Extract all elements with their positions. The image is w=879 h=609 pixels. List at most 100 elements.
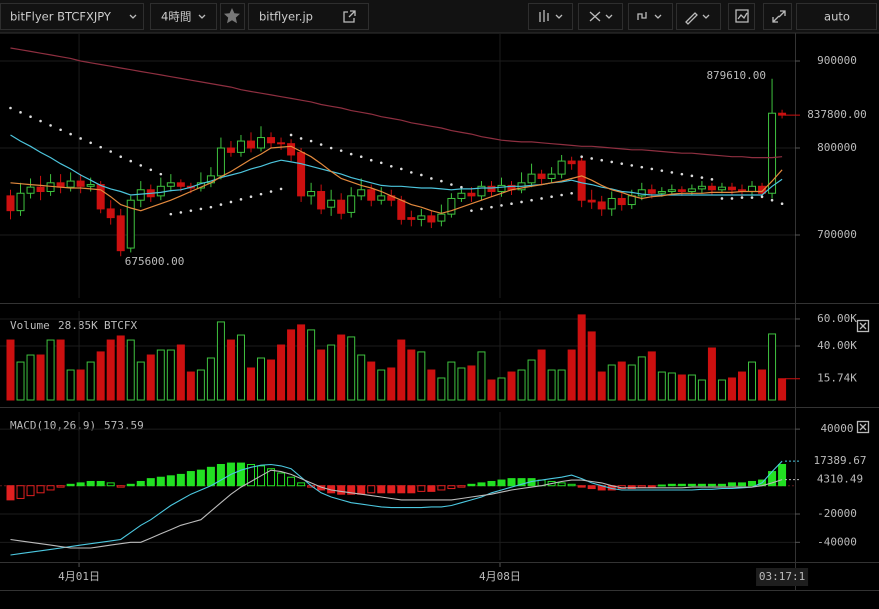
macd-histogram-bar (297, 482, 306, 487)
macd-histogram-bar (56, 485, 65, 488)
macd-legend-value: 573.59 (104, 419, 144, 432)
candle-body (26, 186, 35, 194)
macd-last-label: 4310.49 (817, 473, 863, 486)
volume-bar (176, 344, 185, 401)
sar-dot (760, 195, 764, 199)
favorite-button[interactable] (220, 3, 245, 30)
volume-bar (737, 371, 746, 401)
candle-body (347, 195, 356, 213)
candle-body (687, 188, 696, 193)
draw-button[interactable] (676, 3, 721, 30)
volume-bar (557, 369, 566, 401)
sar-dot (369, 158, 373, 162)
macd-histogram-bar (267, 468, 276, 487)
candle-body (367, 189, 376, 201)
volume-bar (317, 349, 326, 401)
scale-label[interactable]: auto (824, 10, 850, 24)
min-price-label: 675600.00 (125, 255, 185, 268)
sar-dot (720, 197, 724, 200)
y-tick-label: 900000 (817, 54, 857, 67)
macd-histogram-bar (697, 483, 706, 487)
sar-dot (470, 209, 473, 212)
sar-dot (169, 212, 173, 216)
volume-bar (507, 371, 516, 401)
moving-average (10, 145, 783, 214)
candle-body (778, 112, 787, 116)
close-macd-panel[interactable] (856, 420, 870, 434)
sar-dot (149, 168, 153, 172)
macd-histogram-bar (66, 483, 75, 487)
volume-bar (397, 339, 406, 401)
candle-body (377, 195, 386, 201)
sar-dot (450, 183, 453, 186)
interval-label[interactable]: 4時間 (161, 10, 191, 24)
volume-bar (6, 339, 15, 401)
macd-histogram-bar (136, 480, 145, 487)
candle-body (697, 185, 706, 190)
sar-dot (179, 211, 183, 214)
fullscreen-button[interactable] (763, 3, 792, 30)
sar-dot (79, 137, 82, 140)
indicator-button[interactable] (578, 3, 623, 30)
compare-button[interactable] (628, 3, 673, 30)
candle-body (407, 217, 416, 220)
macd-histogram-bar (627, 485, 636, 490)
macd-histogram-bar (497, 479, 506, 487)
compare-icon (637, 12, 662, 20)
volume-bar (647, 351, 656, 401)
macd-histogram-bar (737, 482, 746, 487)
snapshot-button[interactable] (728, 3, 755, 30)
volume-bar (257, 357, 266, 401)
volume-bar (497, 377, 506, 401)
macd-histogram-bar (76, 482, 85, 487)
macd-histogram-bar (156, 476, 165, 487)
macd-histogram-bar (687, 483, 696, 487)
volume-bar (106, 339, 115, 401)
sar-dot (159, 172, 163, 176)
sar-dot (620, 162, 624, 165)
sar-dot (259, 192, 263, 196)
volume-bar (627, 364, 636, 401)
candle-body (277, 142, 286, 145)
sar-dot (219, 203, 223, 206)
candle-body (427, 215, 436, 223)
macd-histogram-bar (36, 485, 45, 494)
sar-dot (500, 204, 503, 207)
candle-body (86, 184, 95, 187)
macd-histogram-bar (246, 463, 255, 487)
interval-button[interactable] (150, 3, 217, 30)
chart-style-button[interactable] (528, 3, 573, 30)
volume-bar (246, 367, 255, 401)
moving-average (10, 47, 783, 159)
volume-bar (697, 379, 706, 401)
candle-body (337, 199, 346, 214)
symbol-button[interactable] (0, 3, 144, 30)
volume-bar (778, 378, 787, 401)
volume-bar (226, 339, 235, 401)
volume-bar (437, 377, 446, 401)
symbol-label[interactable]: bitFlyer BTCFXJPY (10, 10, 112, 24)
site-button[interactable] (248, 3, 369, 30)
sar-dot (239, 198, 243, 201)
site-label[interactable]: bitflyer.jp (259, 10, 313, 24)
candle-body (758, 185, 767, 194)
volume-bar (267, 359, 276, 401)
last-volume-label: 15.74K (817, 372, 857, 385)
candle-body (216, 147, 225, 177)
scale-button[interactable] (796, 3, 877, 30)
candle-body (36, 186, 45, 193)
volume-bar (46, 339, 55, 401)
sar-dot (269, 190, 273, 193)
sar-dot (39, 119, 42, 123)
sar-dot (249, 195, 253, 199)
sar-dot (59, 128, 62, 132)
macd-histogram-bar (86, 480, 95, 487)
close-volume-panel[interactable] (856, 319, 870, 333)
candle-body (437, 213, 446, 222)
candle-body (617, 197, 626, 206)
volume-bar (597, 371, 606, 401)
volume-bar (196, 369, 205, 401)
candle-body (226, 147, 235, 153)
volume-bar (16, 361, 25, 401)
